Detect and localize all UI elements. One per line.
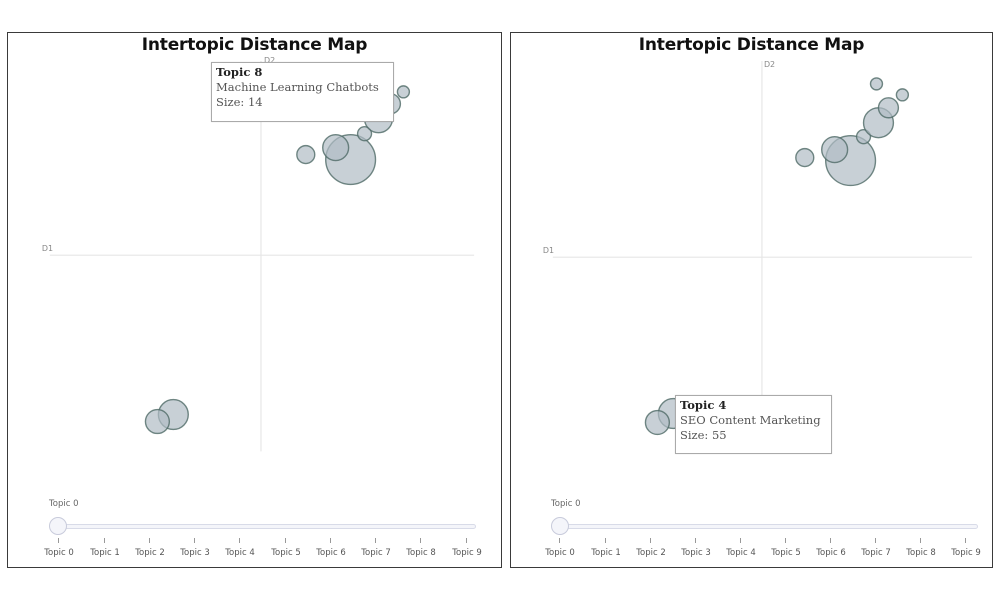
tick-label[interactable]: Topic 8 [406, 548, 436, 558]
y-axis-label: D2 [764, 60, 775, 69]
x-axis-label: D1 [42, 244, 53, 253]
tick-label[interactable]: Topic 1 [90, 548, 120, 558]
hover-tooltip: Topic 8 Machine Learning Chatbots Size: … [211, 62, 394, 122]
topic-slider-handle[interactable] [551, 517, 569, 535]
tick-label[interactable]: Topic 1 [591, 548, 621, 558]
slider-ticks: Topic 0 Topic 1 Topic 2 Topic 3 Topic 4 … [8, 538, 501, 567]
tick-label[interactable]: Topic 9 [452, 548, 482, 558]
hover-tooltip: Topic 4 SEO Content Marketing Size: 55 [675, 395, 832, 454]
tick-label[interactable]: Topic 8 [906, 548, 936, 558]
tick-label[interactable]: Topic 3 [681, 548, 711, 558]
tooltip-label: Machine Learning Chatbots [216, 80, 379, 94]
tooltip-size: Size: 55 [680, 428, 727, 442]
tick-label[interactable]: Topic 0 [44, 548, 74, 558]
tick-label[interactable]: Topic 6 [816, 548, 846, 558]
topic-bubble[interactable] [644, 409, 671, 436]
tick-label[interactable]: Topic 4 [225, 548, 255, 558]
topic-slider-track[interactable] [58, 524, 476, 529]
topic-bubble[interactable] [396, 85, 411, 99]
topic-bubble[interactable] [895, 88, 910, 102]
slider-current-value: Topic 0 [551, 499, 581, 509]
tick-label[interactable]: Topic 2 [636, 548, 666, 558]
chart-panel-right: Intertopic Distance Map D1 D2 Topic 4 SE… [510, 32, 993, 568]
x-axis-label: D1 [543, 246, 554, 255]
topic-slider-handle[interactable] [49, 517, 67, 535]
scatter-plot[interactable]: D1 D2 [8, 33, 501, 567]
topic-bubble[interactable] [795, 147, 815, 168]
topic-bubble[interactable] [144, 408, 171, 435]
tooltip-label: SEO Content Marketing [680, 413, 821, 427]
tick-label[interactable]: Topic 0 [545, 548, 575, 558]
topic-bubble[interactable] [877, 97, 900, 119]
y-axis-label: D2 [264, 56, 275, 65]
topic-bubble[interactable] [322, 133, 350, 162]
tick-label[interactable]: Topic 2 [135, 548, 165, 558]
tooltip-topic: Topic 8 [216, 65, 263, 79]
tick-label[interactable]: Topic 9 [951, 548, 981, 558]
chart-title: Intertopic Distance Map [141, 35, 368, 55]
tick-label[interactable]: Topic 5 [771, 548, 801, 558]
tick-label[interactable]: Topic 7 [361, 548, 391, 558]
tooltip-size: Size: 14 [216, 95, 263, 109]
topic-bubble[interactable] [821, 135, 849, 164]
slider-current-value: Topic 0 [49, 499, 79, 509]
scatter-plot[interactable]: D1 D2 [511, 33, 992, 567]
tick-label[interactable]: Topic 3 [180, 548, 210, 558]
tooltip-topic: Topic 4 [680, 398, 727, 412]
tick-label[interactable]: Topic 6 [316, 548, 346, 558]
tick-label[interactable]: Topic 7 [861, 548, 891, 558]
slider-ticks: Topic 0 Topic 1 Topic 2 Topic 3 Topic 4 … [511, 538, 992, 567]
tick-label[interactable]: Topic 4 [726, 548, 756, 558]
tick-label[interactable]: Topic 5 [271, 548, 301, 558]
chart-title: Intertopic Distance Map [638, 35, 865, 55]
topic-bubble[interactable] [356, 126, 373, 142]
topic-slider-track[interactable] [560, 524, 978, 529]
topic-bubble[interactable] [296, 144, 316, 165]
chart-panel-left: Intertopic Distance Map D1 D2 Topic 8 Ma… [7, 32, 502, 568]
topic-bubble[interactable] [869, 77, 884, 91]
